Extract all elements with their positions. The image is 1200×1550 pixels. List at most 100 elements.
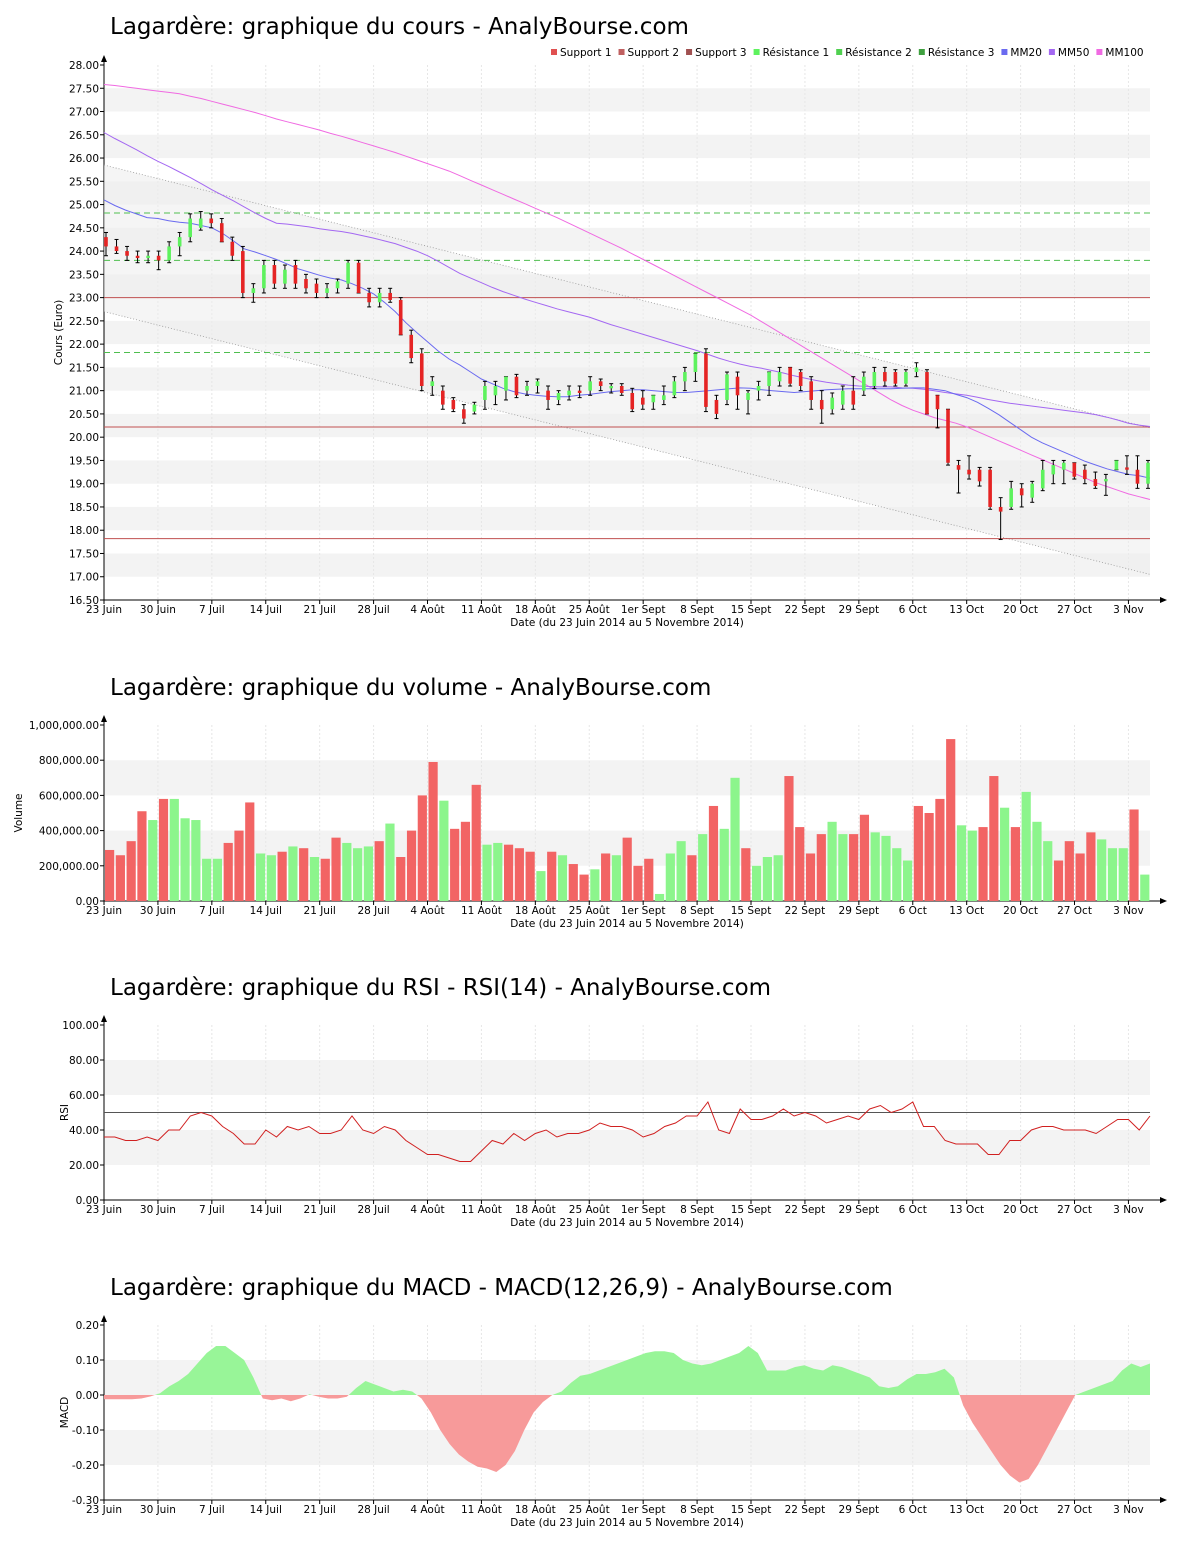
legend-swatch xyxy=(686,49,693,55)
price-xtick-label: 8 Sept xyxy=(680,604,714,616)
macd-xtick-label: 14 Juil xyxy=(250,1504,282,1516)
rsi-ytick-label: 60.00 xyxy=(69,1090,99,1102)
candle-body xyxy=(230,241,235,256)
candle-body xyxy=(272,265,277,284)
price-ytick-label: 16.50 xyxy=(69,595,99,607)
price-xtick-label: 14 Juil xyxy=(250,604,282,616)
volume-bar xyxy=(374,841,384,901)
candle-body xyxy=(514,376,519,396)
candle-body xyxy=(609,386,614,389)
candle-body xyxy=(314,283,319,293)
candle-body xyxy=(830,397,835,410)
price-grid-band xyxy=(104,506,1150,531)
volume-bar xyxy=(299,848,309,901)
volume-bar xyxy=(417,795,427,901)
candle-body xyxy=(262,265,266,289)
volume-bar xyxy=(956,825,967,901)
volume-xtick-label: 27 Oct xyxy=(1057,905,1092,917)
price-xaxis-label: Date (du 23 Juin 2014 au 5 Novembre 2014… xyxy=(510,617,744,629)
macd-xtick-label: 20 Oct xyxy=(1003,1504,1038,1516)
price-ytick-label: 25.50 xyxy=(69,176,99,188)
price-xtick-label: 21 Juil xyxy=(304,604,336,616)
candle-body xyxy=(946,409,950,463)
price-xtick-label: 28 Juil xyxy=(357,604,389,616)
macd-grid-band xyxy=(104,1430,1150,1465)
macd-ytick-label: -0.30 xyxy=(72,1495,99,1507)
price-ytick-label: 21.50 xyxy=(69,362,99,374)
price-trend-channel xyxy=(104,165,1150,575)
candle-body xyxy=(367,292,371,303)
volume-bar xyxy=(148,820,158,901)
volume-ytick-label: 0.00 xyxy=(76,896,99,908)
volume-xtick-label: 21 Juil xyxy=(304,905,336,917)
rsi-x-arrow xyxy=(1160,1197,1167,1203)
candle-body xyxy=(1009,488,1013,507)
rsi-chart-title: Lagardère: graphique du RSI - RSI(14) - … xyxy=(110,975,771,1001)
volume-ytick-label: 400,000.00 xyxy=(39,826,99,838)
volume-xtick-label: 14 Juil xyxy=(250,905,282,917)
candle-body xyxy=(1072,462,1077,477)
candle-body xyxy=(1030,483,1035,498)
macd-negative-area xyxy=(312,1395,349,1399)
macd-xtick-label: 6 Oct xyxy=(899,1504,927,1516)
macd-x-arrow xyxy=(1160,1497,1167,1503)
candle-body xyxy=(188,218,193,238)
volume-xtick-label: 23 Juin xyxy=(86,905,122,917)
candle-body xyxy=(251,288,256,293)
volume-bar xyxy=(752,865,762,901)
candle-body xyxy=(1135,469,1140,484)
macd-xtick-label: 1er Sept xyxy=(621,1504,666,1516)
volume-bar xyxy=(547,851,557,901)
candle-body xyxy=(788,367,792,384)
candle-body xyxy=(935,395,940,410)
price-ytick-label: 22.50 xyxy=(69,316,99,328)
candle-body xyxy=(619,386,624,393)
macd-xtick-label: 18 Août xyxy=(515,1504,556,1516)
volume-bar xyxy=(493,842,503,901)
candle-body xyxy=(156,255,161,261)
candle-body xyxy=(998,506,1003,512)
volume-bar xyxy=(633,865,643,901)
volume-bar xyxy=(611,855,622,901)
volume-bar xyxy=(557,855,568,901)
candle-body xyxy=(335,281,340,289)
macd-negative-area xyxy=(416,1395,553,1472)
candle-body xyxy=(535,381,540,386)
rsi-ytick-label: 100.00 xyxy=(62,1020,99,1032)
candle-body xyxy=(293,265,298,284)
volume-bar xyxy=(902,860,913,901)
volume-bar xyxy=(859,814,870,901)
legend-label: Résistance 3 xyxy=(928,47,995,59)
candle-body xyxy=(451,399,456,410)
candle-body xyxy=(862,376,866,391)
candle-body xyxy=(1146,462,1150,484)
volume-xtick-label: 30 Juin xyxy=(140,905,176,917)
price-ytick-label: 24.50 xyxy=(69,223,99,235)
candle-body xyxy=(398,299,403,335)
volume-bar xyxy=(989,776,999,901)
volume-bar xyxy=(719,828,729,901)
price-grid-band xyxy=(104,553,1150,577)
volume-bar xyxy=(525,851,535,901)
volume-bar xyxy=(439,800,449,901)
macd-positive-area xyxy=(552,1346,960,1395)
price-ytick-label: 20.00 xyxy=(69,432,99,444)
price-xtick-label: 29 Sept xyxy=(839,604,880,616)
rsi-xtick-label: 25 Août xyxy=(569,1204,610,1216)
price-xtick-label: 25 Août xyxy=(569,604,610,616)
volume-xtick-label: 1er Sept xyxy=(621,905,666,917)
macd-xtick-label: 4 Août xyxy=(410,1504,444,1516)
candle-body xyxy=(346,262,350,284)
candle-body xyxy=(735,376,740,396)
candle-body xyxy=(104,237,108,247)
price-xtick-label: 3 Nov xyxy=(1113,604,1144,616)
candle-body xyxy=(325,288,329,293)
volume-bar xyxy=(1064,841,1074,901)
candle-body xyxy=(683,372,687,382)
volume-bar xyxy=(202,858,212,901)
price-grid-band xyxy=(104,88,1150,112)
price-ytick-label: 23.00 xyxy=(69,293,99,305)
macd-negative-area xyxy=(959,1395,1076,1483)
volume-bar xyxy=(115,855,125,901)
price-xtick-label: 15 Sept xyxy=(731,604,772,616)
